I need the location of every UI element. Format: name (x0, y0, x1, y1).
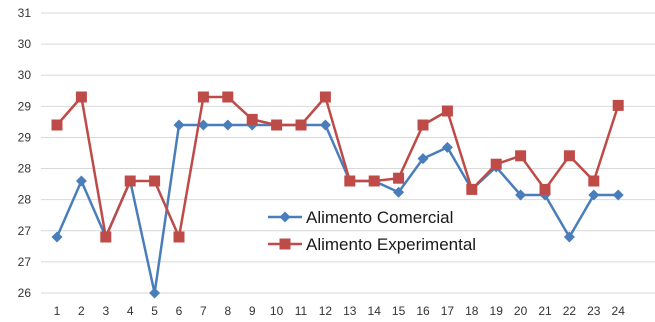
y-tick-label: 29 (18, 130, 32, 144)
legend-marker-2 (279, 238, 291, 250)
series-2-point (563, 150, 575, 162)
x-tick-label: 20 (514, 304, 528, 318)
x-tick-label: 9 (249, 304, 256, 318)
y-tick-label: 29 (18, 99, 32, 113)
x-tick-label: 21 (538, 304, 552, 318)
x-tick-label: 18 (465, 304, 479, 318)
series-2-point (149, 175, 161, 187)
x-tick-label: 10 (270, 304, 284, 318)
series-2-point (441, 105, 453, 117)
series-2-point (539, 183, 551, 195)
x-tick-label: 8 (224, 304, 231, 318)
x-tick-label: 12 (319, 304, 333, 318)
y-tick-label: 30 (18, 68, 32, 82)
y-tick-label: 27 (18, 255, 32, 269)
series-2-point (173, 231, 185, 243)
series-2-point (51, 119, 63, 131)
series-2-point (393, 172, 405, 184)
series-2-point (344, 175, 356, 187)
series-1-point (222, 119, 234, 131)
x-tick-label: 11 (295, 304, 308, 318)
y-tick-label: 26 (18, 286, 32, 300)
x-tick-label: 23 (587, 304, 601, 318)
x-tick-label: 15 (392, 304, 406, 318)
series-1-point (319, 119, 331, 131)
series-1-point (588, 189, 600, 201)
x-tick-label: 3 (102, 304, 109, 318)
x-tick-label: 2 (78, 304, 85, 318)
series-1-point (441, 141, 453, 153)
series-2-point (368, 175, 380, 187)
series-1-point (75, 175, 87, 187)
series-2-point (124, 175, 136, 187)
series-2-point (271, 119, 283, 131)
series-2-point (75, 91, 87, 103)
x-tick-label: 16 (416, 304, 430, 318)
series-2-point (246, 113, 258, 125)
series-1-point (51, 231, 63, 243)
series-1-point (197, 119, 209, 131)
series-2-point (222, 91, 234, 103)
y-tick-label: 30 (18, 37, 32, 51)
series-2-point (319, 91, 331, 103)
legend-label-2: Alimento Experimental (306, 235, 476, 254)
series-2-point (588, 175, 600, 187)
series-2-point (466, 183, 478, 195)
y-tick-label: 28 (18, 162, 32, 176)
x-tick-label: 24 (612, 304, 626, 318)
series-2-point (197, 91, 209, 103)
series-2-point (417, 119, 429, 131)
x-tick-label: 7 (200, 304, 207, 318)
series-2-point (612, 99, 624, 111)
legend-marker-1 (279, 211, 291, 223)
series-2-point (515, 150, 527, 162)
x-tick-label: 5 (151, 304, 158, 318)
series-2-point (490, 158, 502, 170)
series-1-point (149, 287, 161, 299)
series-1-point (417, 153, 429, 165)
series-1-point (563, 231, 575, 243)
series-2-point (100, 231, 112, 243)
y-tick-label: 28 (18, 193, 32, 207)
legend-label-1: Alimento Comercial (306, 208, 453, 227)
series-2-point (295, 119, 307, 131)
x-tick-label: 22 (563, 304, 577, 318)
x-tick-label: 4 (127, 304, 134, 318)
x-tick-label: 17 (441, 304, 455, 318)
x-tick-label: 1 (54, 304, 61, 318)
x-tick-label: 19 (490, 304, 504, 318)
x-tick-label: 13 (343, 304, 357, 318)
series-1-point (393, 186, 405, 198)
series-1-point (515, 189, 527, 201)
y-tick-label: 27 (18, 224, 32, 238)
x-tick-label: 14 (368, 304, 382, 318)
series-1-point (173, 119, 185, 131)
x-tick-label: 6 (176, 304, 183, 318)
series-1-point (612, 189, 624, 201)
y-tick-label: 31 (18, 6, 32, 20)
